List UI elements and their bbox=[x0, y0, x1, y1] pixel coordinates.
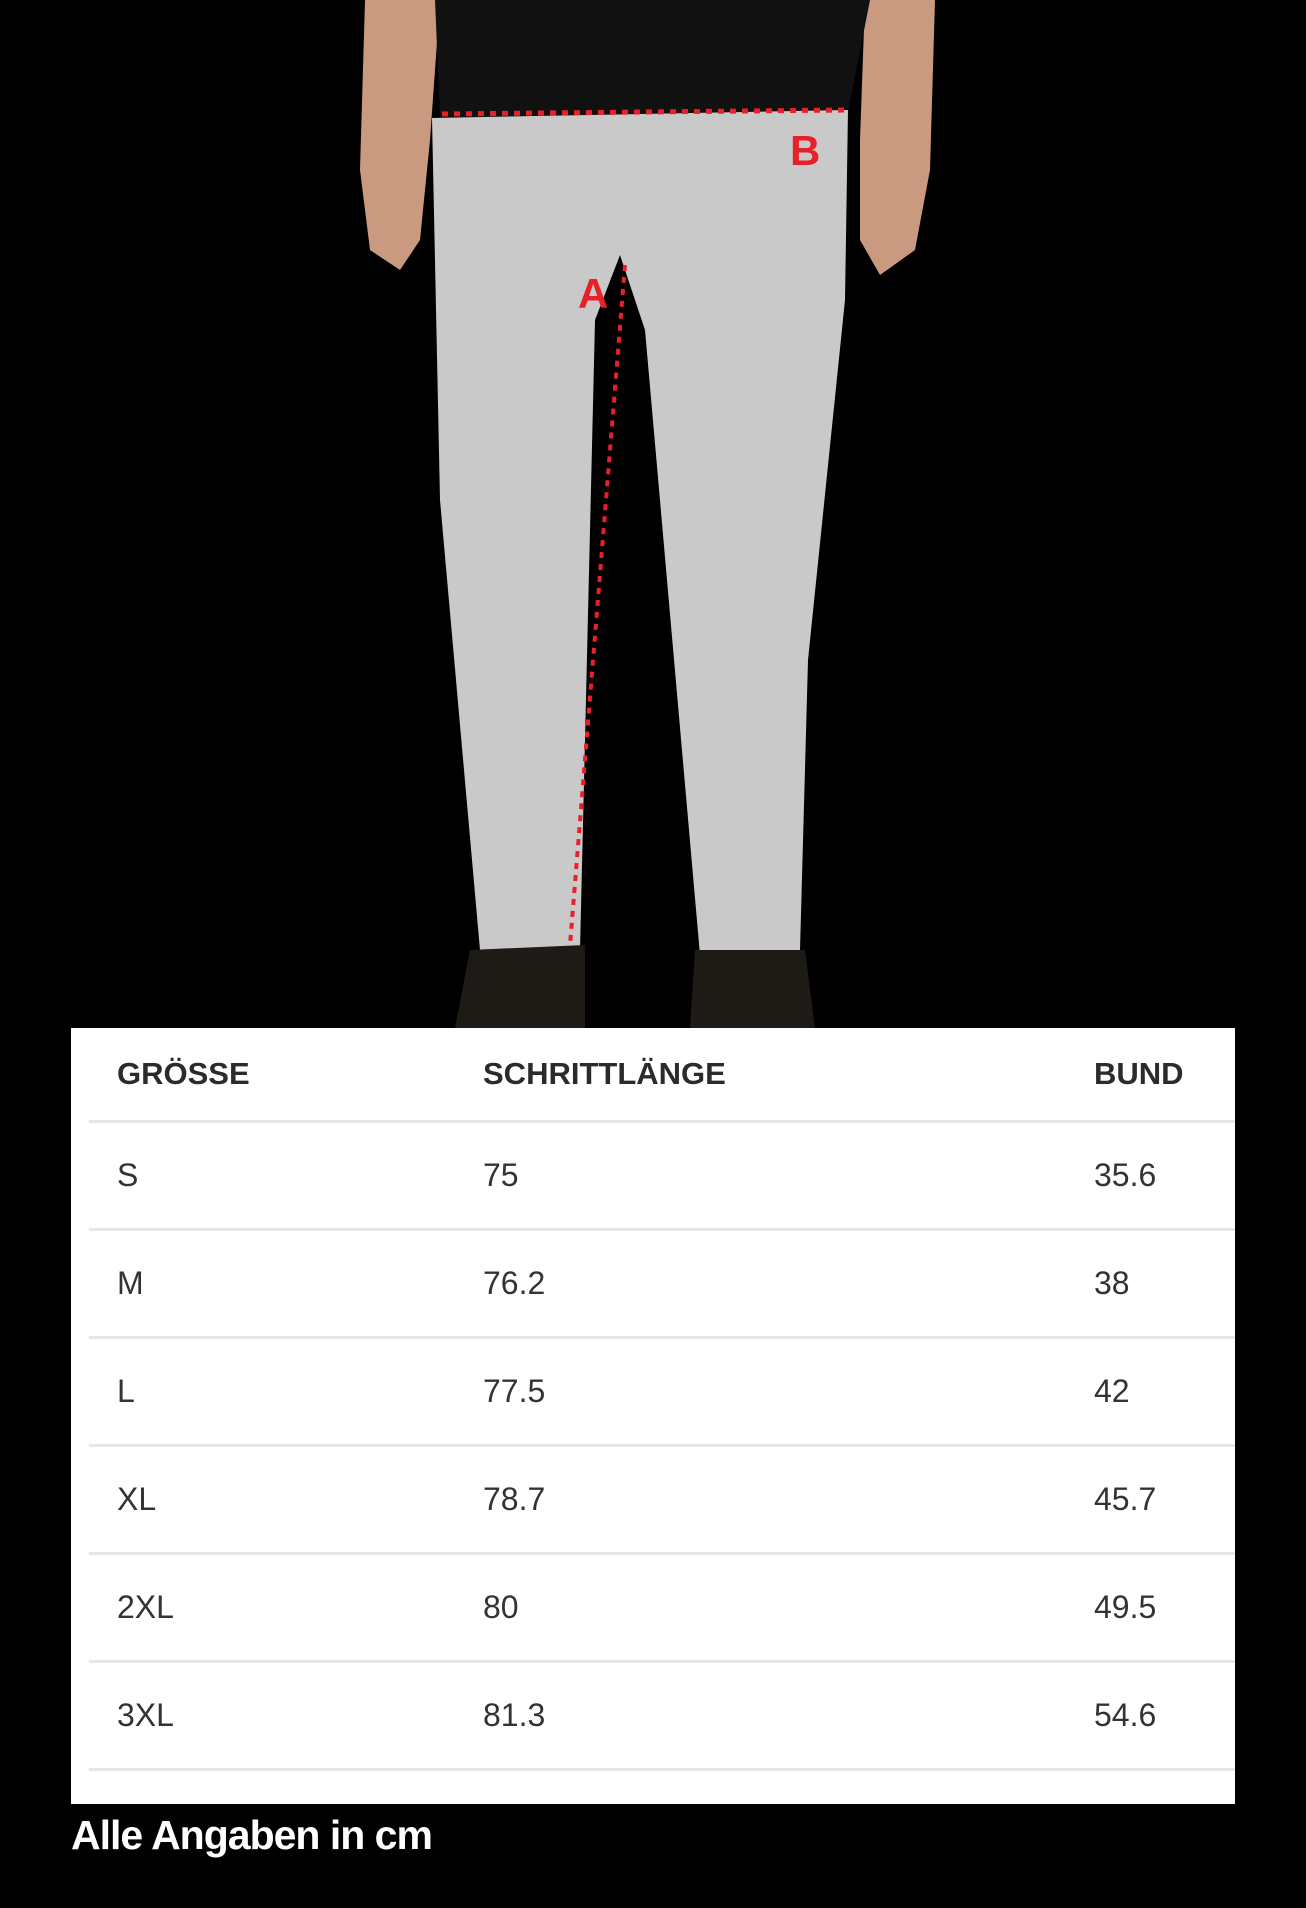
cell-waist: 45.7 bbox=[1094, 1481, 1157, 1517]
table-row: 3XL 81.3 54.6 bbox=[89, 1663, 1235, 1771]
cell-inseam: 80 bbox=[483, 1589, 519, 1625]
cell-size: 3XL bbox=[117, 1697, 174, 1733]
cell-inseam: 75 bbox=[483, 1157, 519, 1193]
size-table: GRÖSSE SCHRITTLÄNGE BUND S 75 35.6 M 76.2 38 L… bbox=[71, 1028, 1235, 1804]
product-photo-jogger-pants: A B bbox=[360, 0, 935, 1028]
cell-size: M bbox=[117, 1265, 144, 1301]
marker-a: A bbox=[578, 270, 608, 317]
inseam-measure-line bbox=[568, 264, 627, 946]
header-inseam: SCHRITTLÄNGE bbox=[483, 1056, 726, 1091]
table-row: 2XL 80 49.5 bbox=[89, 1555, 1235, 1663]
cell-inseam: 76.2 bbox=[483, 1265, 546, 1301]
cell-waist: 35.6 bbox=[1094, 1157, 1157, 1193]
cell-waist: 38 bbox=[1094, 1265, 1130, 1301]
table-row: XL 78.7 45.7 bbox=[89, 1447, 1235, 1555]
cell-size: L bbox=[117, 1373, 135, 1409]
cell-waist: 49.5 bbox=[1094, 1589, 1157, 1625]
cell-size: XL bbox=[117, 1481, 157, 1517]
cell-inseam: 81.3 bbox=[483, 1697, 546, 1733]
cell-size: 2XL bbox=[117, 1589, 174, 1625]
cell-waist: 42 bbox=[1094, 1373, 1130, 1409]
marker-b: B bbox=[790, 127, 820, 174]
cell-waist: 54.6 bbox=[1094, 1697, 1157, 1733]
table-row: S 75 35.6 bbox=[89, 1123, 1235, 1231]
cell-size: S bbox=[117, 1157, 139, 1193]
table-row: L 77.5 42 bbox=[89, 1339, 1235, 1447]
cell-inseam: 77.5 bbox=[483, 1373, 546, 1409]
table-header-row: GRÖSSE SCHRITTLÄNGE BUND bbox=[89, 1028, 1235, 1123]
cell-inseam: 78.7 bbox=[483, 1481, 546, 1517]
header-waist: BUND bbox=[1094, 1056, 1184, 1091]
header-size: GRÖSSE bbox=[117, 1056, 250, 1091]
table-row: M 76.2 38 bbox=[89, 1231, 1235, 1339]
units-note: Alle Angaben in cm bbox=[71, 1812, 433, 1858]
